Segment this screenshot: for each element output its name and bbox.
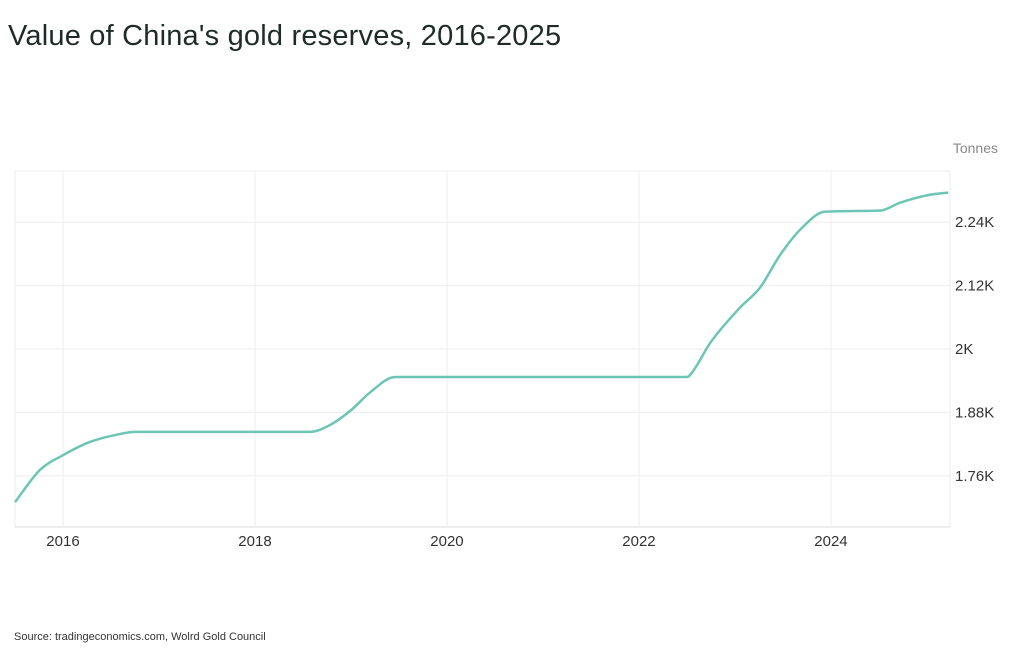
x-tick-label: 2018 xyxy=(238,533,271,550)
y-tick-label: 1.88K xyxy=(955,404,994,421)
y-tick-label: 1.76K xyxy=(955,468,994,485)
x-tick-label: 2020 xyxy=(430,533,463,550)
x-tick-label: 2022 xyxy=(622,533,655,550)
series-line xyxy=(14,191,949,503)
y-tick-label: 2.12K xyxy=(955,278,994,295)
y-tick-label: 2.24K xyxy=(955,214,994,231)
x-tick-label: 2024 xyxy=(814,533,847,550)
source-note: Source: tradingeconomics.com, Wolrd Gold… xyxy=(14,631,266,643)
y-tick-label: 2K xyxy=(955,341,973,358)
y-axis-unit-label: Tonnes xyxy=(953,140,998,156)
chart-title: Value of China's gold reserves, 2016-202… xyxy=(8,20,562,52)
x-tick-label: 2016 xyxy=(46,533,79,550)
